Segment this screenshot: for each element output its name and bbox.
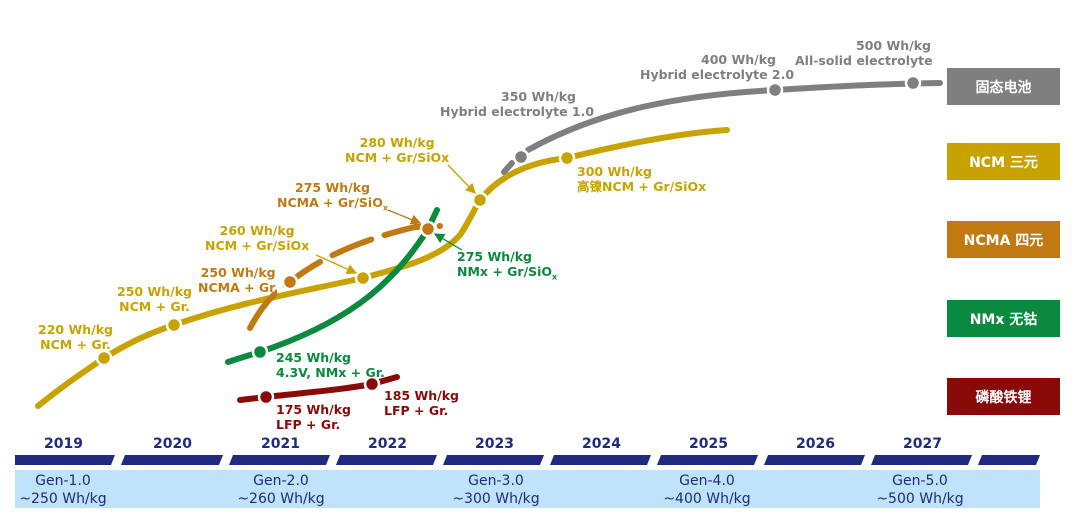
year-label: 2019 [44, 436, 83, 452]
year-label: 2023 [475, 436, 514, 452]
year-label: 2025 [689, 436, 728, 452]
year-label: 2026 [796, 436, 835, 452]
generation-2: Gen-2.0 ~260 Wh/kg [237, 473, 325, 507]
solid-point-500 [904, 74, 922, 92]
generation-5: Gen-5.0 ~500 Wh/kg [876, 473, 964, 507]
nmx-point-245 [251, 343, 269, 361]
nmx-curve [225, 207, 440, 365]
ncma-curve [247, 223, 443, 331]
legend-ncma: NCMA 四元 [947, 221, 1060, 258]
label-lfp-175: 175 Wh/kg LFP + Gr. [276, 402, 351, 432]
year-label: 2024 [582, 436, 621, 452]
label-lfp-185: 185 Wh/kg LFP + Gr. [384, 388, 459, 418]
timeline-bar [15, 455, 1040, 465]
generation-3: Gen-3.0 ~300 Wh/kg [452, 473, 540, 507]
label-ncm-250: 250 Wh/kg NCM + Gr. [117, 284, 192, 314]
generation-1: Gen-1.0 ~250 Wh/kg [19, 473, 107, 507]
legend-ncm: NCM 三元 [947, 143, 1060, 180]
label-nmx-245: 245 Wh/kg 4.3V, NMx + Gr. [276, 350, 385, 380]
label-ncm-220: 220 Wh/kg NCM + Gr. [38, 322, 113, 352]
year-label: 2021 [261, 436, 300, 452]
arrow-nmx-275 [433, 233, 463, 251]
generation-band [15, 470, 1040, 508]
legend-lfp: 磷酸铁锂 [947, 378, 1060, 415]
arrow-ncm-280 [447, 164, 476, 194]
label-solid-400: 400 Wh/kg Hybrid electrolyte 2.0 [640, 52, 795, 82]
arrow-ncma-275 [387, 209, 422, 225]
legend-solid-state: 固态电池 [947, 68, 1060, 105]
label-solid-350: 350 Wh/kg Hybrid electrolyte 1.0 [440, 89, 595, 119]
ncma-nmx-point-275 [419, 220, 437, 238]
year-label: 2022 [368, 436, 407, 452]
solid-point-350 [512, 148, 530, 166]
solid-state-curve [501, 80, 943, 175]
ncm-point-300 [558, 149, 576, 167]
label-ncma-275: 275 Wh/kg NCMA + Gr/SiOx [277, 180, 389, 213]
lfp-point-185 [363, 375, 381, 393]
ncm-point-220 [95, 349, 113, 367]
lfp-point-175 [257, 388, 275, 406]
ncm-point-280 [471, 191, 489, 209]
ncma-point-250 [281, 273, 299, 291]
label-ncm-300: 300 Wh/kg 高镍NCM + Gr/SiOx [577, 164, 707, 194]
ncm-point-260 [354, 269, 372, 287]
generation-4: Gen-4.0 ~400 Wh/kg [663, 473, 751, 507]
ncm-point-250 [165, 316, 183, 334]
label-solid-500: 500 Wh/kg All-solid electrolyte [795, 38, 933, 68]
label-ncm-260: 260 Wh/kg NCM + Gr/SiOx [205, 223, 310, 253]
label-nmx-275: 275 Wh/kg NMx + Gr/SiOx [457, 249, 558, 282]
solid-point-400 [766, 81, 784, 99]
year-label: 2020 [153, 436, 192, 452]
year-label: 2027 [903, 436, 942, 452]
label-ncma-250: 250 Wh/kg NCMA + Gr. [198, 265, 279, 295]
arrow-ncm-260 [315, 254, 358, 275]
legend-nmx: NMx 无钴 [947, 300, 1060, 337]
label-ncm-280: 280 Wh/kg NCM + Gr/SiOx [345, 135, 450, 165]
